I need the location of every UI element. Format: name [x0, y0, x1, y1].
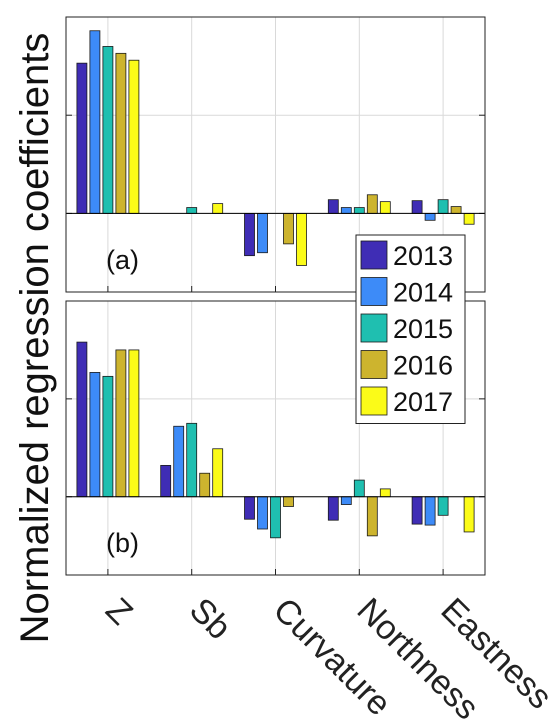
- bar-2015-sb: [186, 422, 198, 498]
- bar-2014-curvature: [257, 213, 268, 254]
- bar-2014-curvature: [257, 496, 268, 530]
- bar-2015-z: [102, 375, 114, 498]
- bar-2013-sb: [160, 464, 172, 498]
- bar-2017-sb: [212, 203, 224, 214]
- bar-2016-curvature: [283, 496, 294, 507]
- bar-2014-sb: [173, 425, 185, 498]
- bar-2015-curvature: [270, 496, 281, 539]
- bar-2013-eastness: [411, 496, 423, 525]
- legend-label-2017: 2017: [393, 387, 453, 417]
- bar-2015-northness: [353, 207, 365, 214]
- bar-2014-eastness: [424, 496, 436, 526]
- bar-2017-eastness: [463, 496, 475, 533]
- bar-2015-eastness: [437, 199, 449, 214]
- legend-swatch-2013: [360, 240, 388, 270]
- legend-swatch-2016: [360, 350, 388, 379]
- bar-2017-northness: [379, 488, 391, 498]
- category-label-sb: Sb: [182, 591, 238, 647]
- bar-2013-z: [76, 341, 88, 498]
- bar-2013-z: [76, 62, 88, 214]
- legend-label-2016: 2016: [393, 351, 453, 381]
- panel-tag: (b): [106, 528, 139, 558]
- bar-2014-z: [89, 30, 101, 214]
- legend: 2013 2014 2015 2016 2017: [355, 234, 466, 424]
- bar-2017-z: [128, 349, 140, 498]
- legend-swatch-2014: [360, 277, 388, 306]
- bar-2017-eastness: [463, 213, 475, 225]
- legend-swatch-2017: [360, 386, 388, 416]
- panel-tag: (a): [106, 245, 139, 275]
- bar-2015-eastness: [437, 496, 449, 516]
- bar-2015-sb: [186, 207, 198, 214]
- bar-2014-northness: [340, 207, 352, 214]
- bar-2014-eastness: [424, 213, 436, 221]
- bar-2015-northness: [353, 479, 365, 498]
- bar-2017-curvature: [296, 213, 307, 266]
- legend-label-2015: 2015: [393, 314, 453, 344]
- bar-2013-eastness: [411, 200, 423, 214]
- bar-2017-northness: [379, 201, 391, 214]
- panel-b: (b): [65, 300, 486, 576]
- bar-2015-z: [102, 46, 114, 214]
- legend-label-2014: 2014: [393, 278, 453, 308]
- bar-2016-curvature: [283, 213, 294, 245]
- bar-2017-z: [128, 59, 140, 214]
- bar-2016-eastness: [450, 206, 462, 214]
- y-axis-label: Normalized regression coefficients: [13, 33, 57, 644]
- category-label-z: Z: [98, 591, 140, 633]
- bar-2014-northness: [340, 496, 352, 505]
- bar-2013-curvature: [244, 213, 255, 257]
- panel-a: (a): [65, 16, 486, 293]
- bar-2014-z: [89, 372, 101, 498]
- bar-2016-z: [115, 349, 127, 498]
- bar-2013-northness: [327, 496, 339, 521]
- bar-2013-curvature: [244, 496, 255, 520]
- legend-swatch-2015: [360, 313, 388, 343]
- bar-2016-z: [115, 52, 127, 214]
- bar-2016-sb: [199, 472, 211, 498]
- bar-2017-sb: [212, 448, 224, 498]
- bar-2013-northness: [327, 199, 339, 214]
- bar-2016-northness: [366, 194, 378, 214]
- legend-label-2013: 2013: [393, 241, 453, 271]
- bar-2016-northness: [366, 496, 378, 537]
